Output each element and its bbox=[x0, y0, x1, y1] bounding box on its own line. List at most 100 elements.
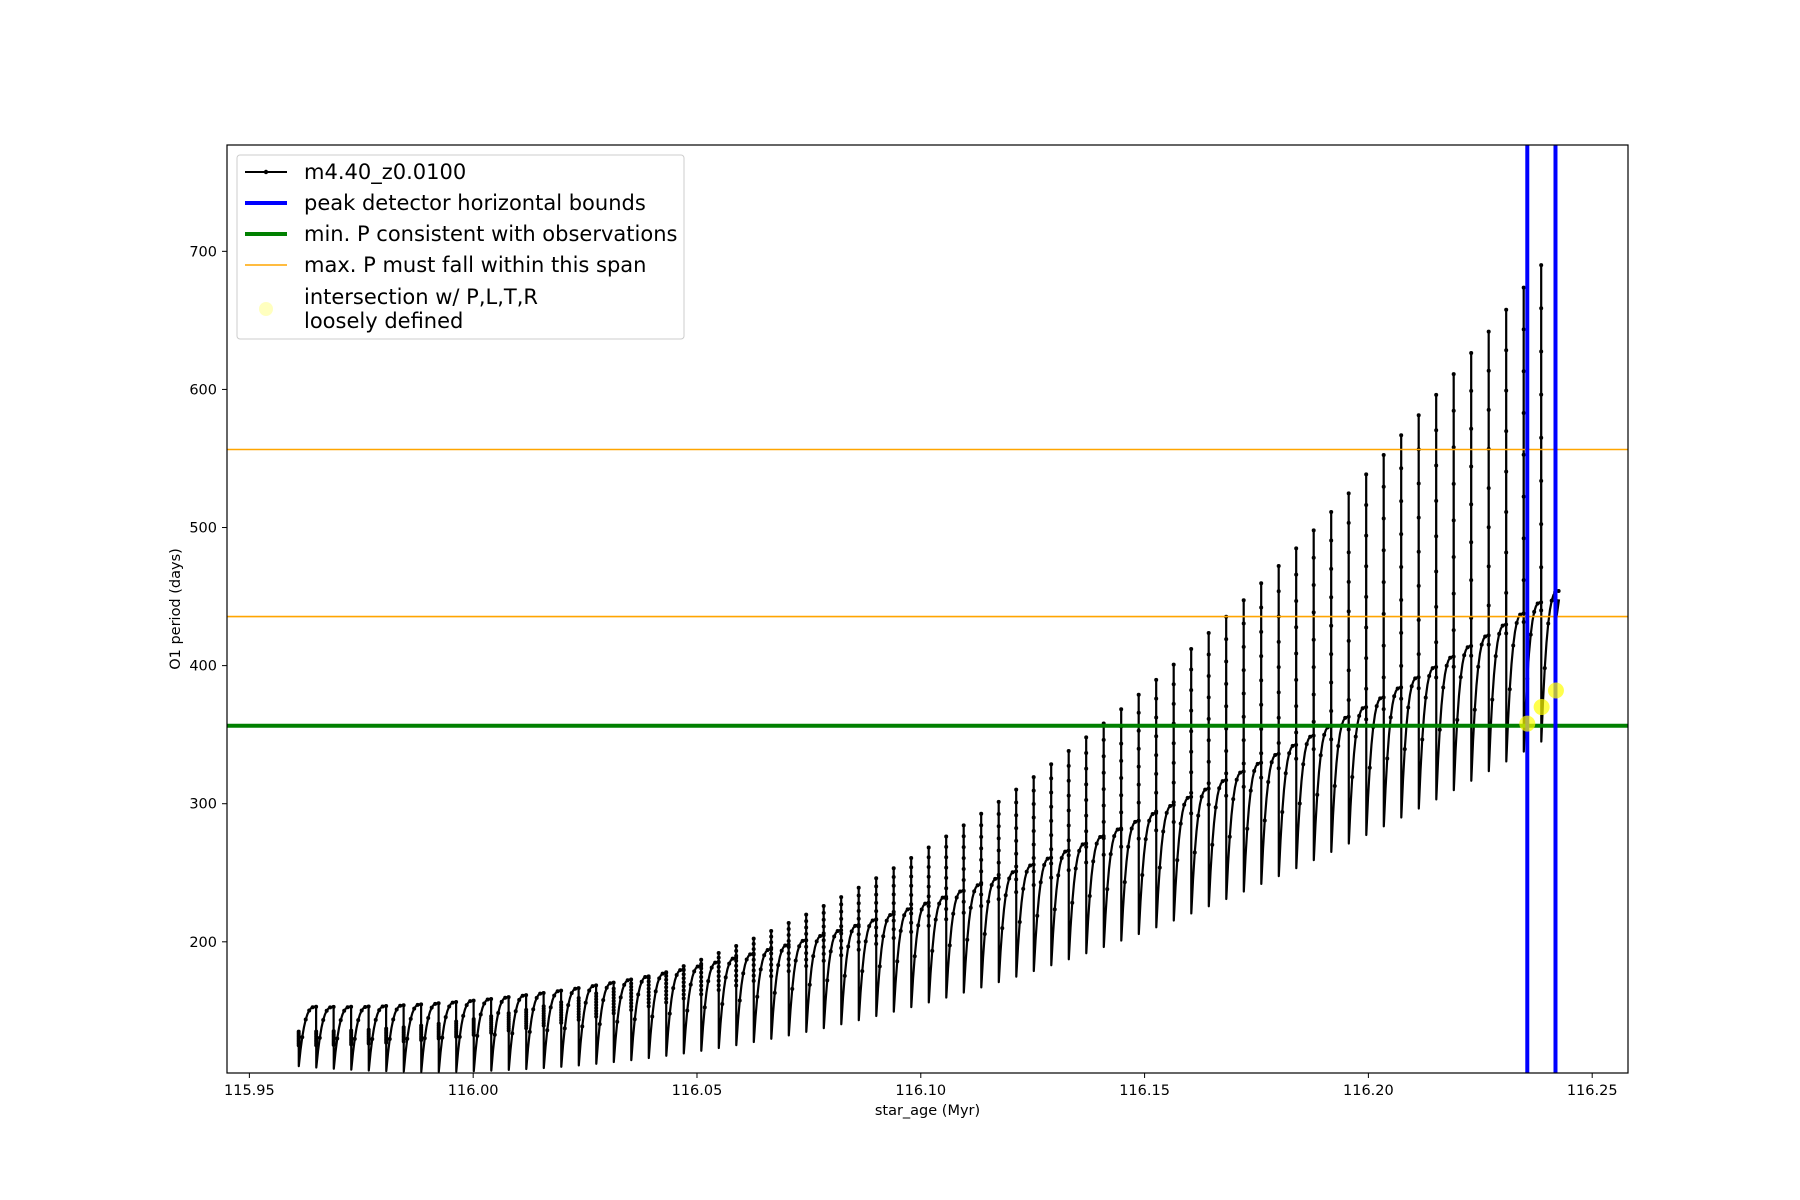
series-point bbox=[1416, 481, 1421, 486]
series-point bbox=[296, 1029, 301, 1034]
series-point bbox=[1224, 749, 1229, 754]
series-point bbox=[699, 962, 704, 967]
series-point bbox=[1171, 819, 1176, 824]
series-point bbox=[594, 997, 599, 1002]
series-point bbox=[1031, 829, 1036, 834]
series-point bbox=[1136, 800, 1141, 805]
series-point bbox=[1276, 563, 1281, 568]
series-point bbox=[751, 973, 756, 978]
series-point bbox=[1014, 787, 1019, 792]
series-point bbox=[961, 856, 966, 861]
series-point bbox=[664, 989, 669, 994]
series-point bbox=[1451, 664, 1456, 669]
series-point bbox=[1392, 694, 1397, 699]
series-point bbox=[1084, 735, 1089, 740]
series-point bbox=[828, 949, 833, 954]
series-point bbox=[398, 1003, 403, 1008]
series-point bbox=[751, 963, 756, 968]
series-point bbox=[737, 998, 742, 1003]
series-point bbox=[356, 1018, 361, 1023]
series-point bbox=[349, 1028, 354, 1033]
series-point bbox=[982, 932, 987, 937]
series-point bbox=[1248, 788, 1253, 793]
series-point bbox=[580, 1024, 585, 1029]
series-point bbox=[629, 994, 634, 999]
legend-box bbox=[236, 154, 685, 340]
series-point bbox=[594, 1014, 599, 1019]
series-point bbox=[702, 1005, 707, 1010]
series-point bbox=[1136, 818, 1141, 823]
series-point bbox=[394, 1007, 399, 1012]
series-point bbox=[1126, 844, 1131, 849]
series-point bbox=[996, 812, 1001, 817]
series-point bbox=[1539, 522, 1544, 527]
series-point bbox=[1469, 644, 1474, 649]
series-point bbox=[1486, 368, 1491, 373]
series-point bbox=[1031, 815, 1036, 820]
axes: 115.95 116.00 116.05 116.10 116.15 116.20 116.… bbox=[168, 144, 1629, 1119]
series-point bbox=[611, 1005, 616, 1010]
series-point bbox=[961, 845, 966, 850]
series-point bbox=[849, 929, 854, 934]
series-point bbox=[1434, 428, 1439, 433]
series-point bbox=[877, 964, 882, 969]
series-point bbox=[944, 834, 949, 839]
series-point bbox=[629, 1001, 634, 1006]
series-point bbox=[1283, 771, 1288, 776]
series-point bbox=[772, 990, 777, 995]
series-point bbox=[699, 975, 704, 979]
series-point bbox=[881, 934, 886, 939]
series-point bbox=[821, 958, 826, 963]
series-point bbox=[1308, 734, 1313, 739]
series-point bbox=[839, 902, 844, 907]
series-point bbox=[1014, 813, 1019, 818]
series-point bbox=[681, 988, 686, 993]
series-point bbox=[744, 957, 749, 962]
series-point bbox=[996, 897, 1001, 902]
series-point bbox=[1049, 855, 1054, 860]
legend-swatch-dot bbox=[259, 302, 273, 316]
series-point bbox=[776, 963, 781, 968]
series-point bbox=[961, 877, 966, 882]
series-point bbox=[1311, 583, 1316, 588]
series-point bbox=[1241, 644, 1246, 649]
series-point bbox=[1381, 695, 1386, 700]
series-point bbox=[674, 972, 679, 977]
series-point bbox=[1101, 803, 1106, 808]
series-point bbox=[1259, 654, 1264, 659]
series-point bbox=[1112, 834, 1117, 839]
series-point bbox=[317, 1035, 322, 1040]
series-point bbox=[975, 883, 980, 888]
series-point bbox=[979, 880, 984, 885]
series-point bbox=[482, 1001, 487, 1006]
series-point bbox=[1276, 665, 1281, 670]
series-point bbox=[1416, 686, 1421, 691]
clipped-plot bbox=[227, 145, 1628, 1073]
series-point bbox=[1171, 760, 1176, 765]
series-point bbox=[891, 918, 896, 923]
series-point bbox=[1483, 634, 1488, 639]
series-point bbox=[996, 799, 1001, 804]
series-point bbox=[1353, 734, 1358, 739]
series-point bbox=[786, 933, 791, 938]
series-point bbox=[996, 836, 1001, 841]
series-point bbox=[1451, 445, 1456, 450]
series-point bbox=[1049, 875, 1054, 880]
series-point bbox=[594, 1008, 599, 1013]
series-point bbox=[380, 1004, 385, 1009]
series-point bbox=[891, 936, 896, 940]
series-point bbox=[664, 985, 669, 990]
series-point bbox=[1066, 748, 1071, 753]
series-point bbox=[1017, 919, 1022, 924]
series-point bbox=[1469, 464, 1474, 469]
series-point bbox=[769, 934, 774, 939]
series-point bbox=[909, 883, 914, 888]
series-point bbox=[1294, 598, 1299, 603]
series-point bbox=[1469, 502, 1474, 507]
series-point bbox=[1136, 836, 1141, 841]
series-point bbox=[751, 968, 756, 973]
series-point bbox=[1154, 715, 1159, 720]
series-point bbox=[958, 889, 963, 894]
series-point bbox=[1213, 805, 1218, 810]
series-point bbox=[1276, 740, 1281, 745]
